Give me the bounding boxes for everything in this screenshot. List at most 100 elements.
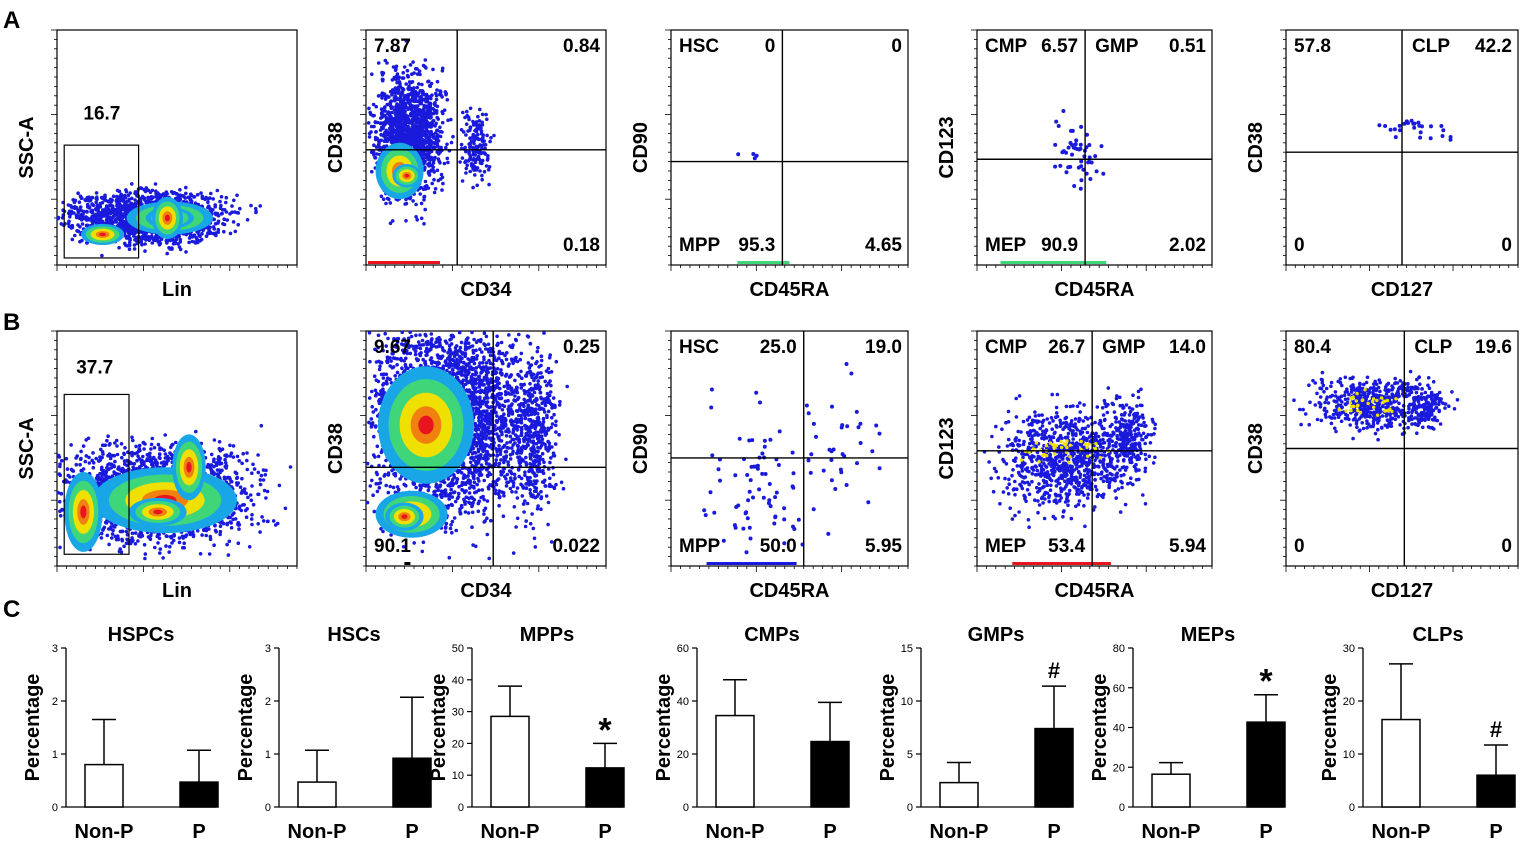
event-dot [158, 547, 163, 551]
event-dot [1054, 119, 1059, 124]
event-dot [87, 206, 92, 210]
event-dot [207, 552, 212, 556]
event-dot [484, 112, 488, 117]
event-dot [441, 181, 445, 186]
event-dot [117, 245, 121, 250]
event-dot [426, 162, 430, 167]
event-dot [79, 218, 84, 222]
event-dot [367, 106, 371, 111]
y-axis-label: CD123 [936, 116, 958, 178]
event-dot [473, 173, 477, 177]
event-dot [422, 222, 426, 226]
x-axis-label: CD45RA [1054, 279, 1134, 301]
event-dot [439, 172, 444, 177]
event-dot [199, 237, 204, 242]
event-dot [212, 543, 216, 547]
event-dot [1392, 127, 1397, 132]
event-dot [90, 195, 95, 200]
event-dot [73, 205, 77, 209]
event-dot [474, 123, 478, 127]
quadrant-name-ll: MPP [679, 235, 721, 256]
event-dot [485, 158, 490, 162]
event-dot [143, 249, 147, 253]
event-dot [480, 120, 485, 125]
event-dot [489, 136, 493, 140]
event-dot [369, 112, 373, 117]
event-dot [423, 64, 427, 69]
event-dot [203, 197, 207, 201]
event-dot [388, 201, 393, 205]
event-dot [248, 493, 253, 497]
event-dot [188, 197, 193, 202]
event-dot [224, 466, 228, 470]
quadrant-value-lr: 4.65 [865, 235, 902, 256]
event-dot [224, 195, 229, 200]
event-dot [424, 129, 428, 133]
event-dot [237, 527, 241, 531]
event-dot [1056, 124, 1061, 128]
event-dot [406, 86, 410, 91]
event-dot [184, 185, 188, 190]
event-dot [433, 124, 437, 128]
event-dot [123, 234, 128, 238]
event-dot [436, 117, 441, 121]
event-dot [78, 239, 82, 244]
quadrant-value-ll: 95.3 [738, 235, 775, 256]
event-dot [435, 128, 440, 133]
event-dot [422, 133, 427, 137]
x-axis-label: CD45RA [749, 279, 829, 301]
event-dot [397, 127, 402, 132]
event-dot [369, 124, 374, 129]
event-dot [184, 191, 188, 196]
event-dot [1093, 154, 1098, 159]
event-dot [221, 222, 225, 226]
event-dot [133, 198, 137, 202]
event-dot [433, 141, 438, 146]
event-dot [475, 126, 479, 131]
event-dot [114, 210, 118, 215]
event-dot [106, 216, 110, 221]
event-dot [176, 193, 181, 198]
axis-pileup [1000, 261, 1107, 264]
quadrant-value-lr: 2.02 [1169, 235, 1206, 256]
plot-frame [365, 29, 607, 266]
event-dot [114, 198, 119, 202]
event-dot [237, 459, 241, 463]
event-dot [403, 94, 407, 99]
event-dot [142, 447, 146, 451]
event-dot [115, 188, 120, 193]
event-dot [249, 203, 253, 208]
event-dot [1397, 123, 1402, 128]
event-dot [218, 524, 223, 528]
event-dot [82, 209, 86, 214]
event-dot [101, 452, 105, 456]
event-dot [140, 202, 144, 206]
event-dot [367, 135, 372, 139]
event-dot [400, 117, 404, 121]
event-dot [148, 190, 153, 194]
event-dot [109, 203, 114, 208]
event-dot [153, 182, 158, 186]
event-dot [477, 157, 482, 162]
event-dot [471, 185, 475, 190]
event-dot [1420, 124, 1424, 129]
event-dot [444, 91, 449, 96]
event-dot [476, 132, 480, 137]
event-dot [71, 469, 76, 473]
event-dot [106, 434, 110, 439]
event-dot [1070, 152, 1074, 157]
event-dot [206, 462, 210, 467]
event-dot [168, 238, 173, 243]
event-dot [228, 212, 232, 216]
event-dot [435, 79, 440, 84]
event-dot [70, 237, 75, 242]
event-dot [482, 169, 487, 174]
event-dot [219, 203, 223, 208]
event-dot [177, 540, 182, 545]
event-dot [459, 128, 464, 132]
event-dot [132, 247, 137, 251]
event-dot [172, 190, 177, 195]
event-dot [390, 219, 395, 223]
event-dot [432, 177, 436, 182]
event-dot [253, 206, 258, 211]
